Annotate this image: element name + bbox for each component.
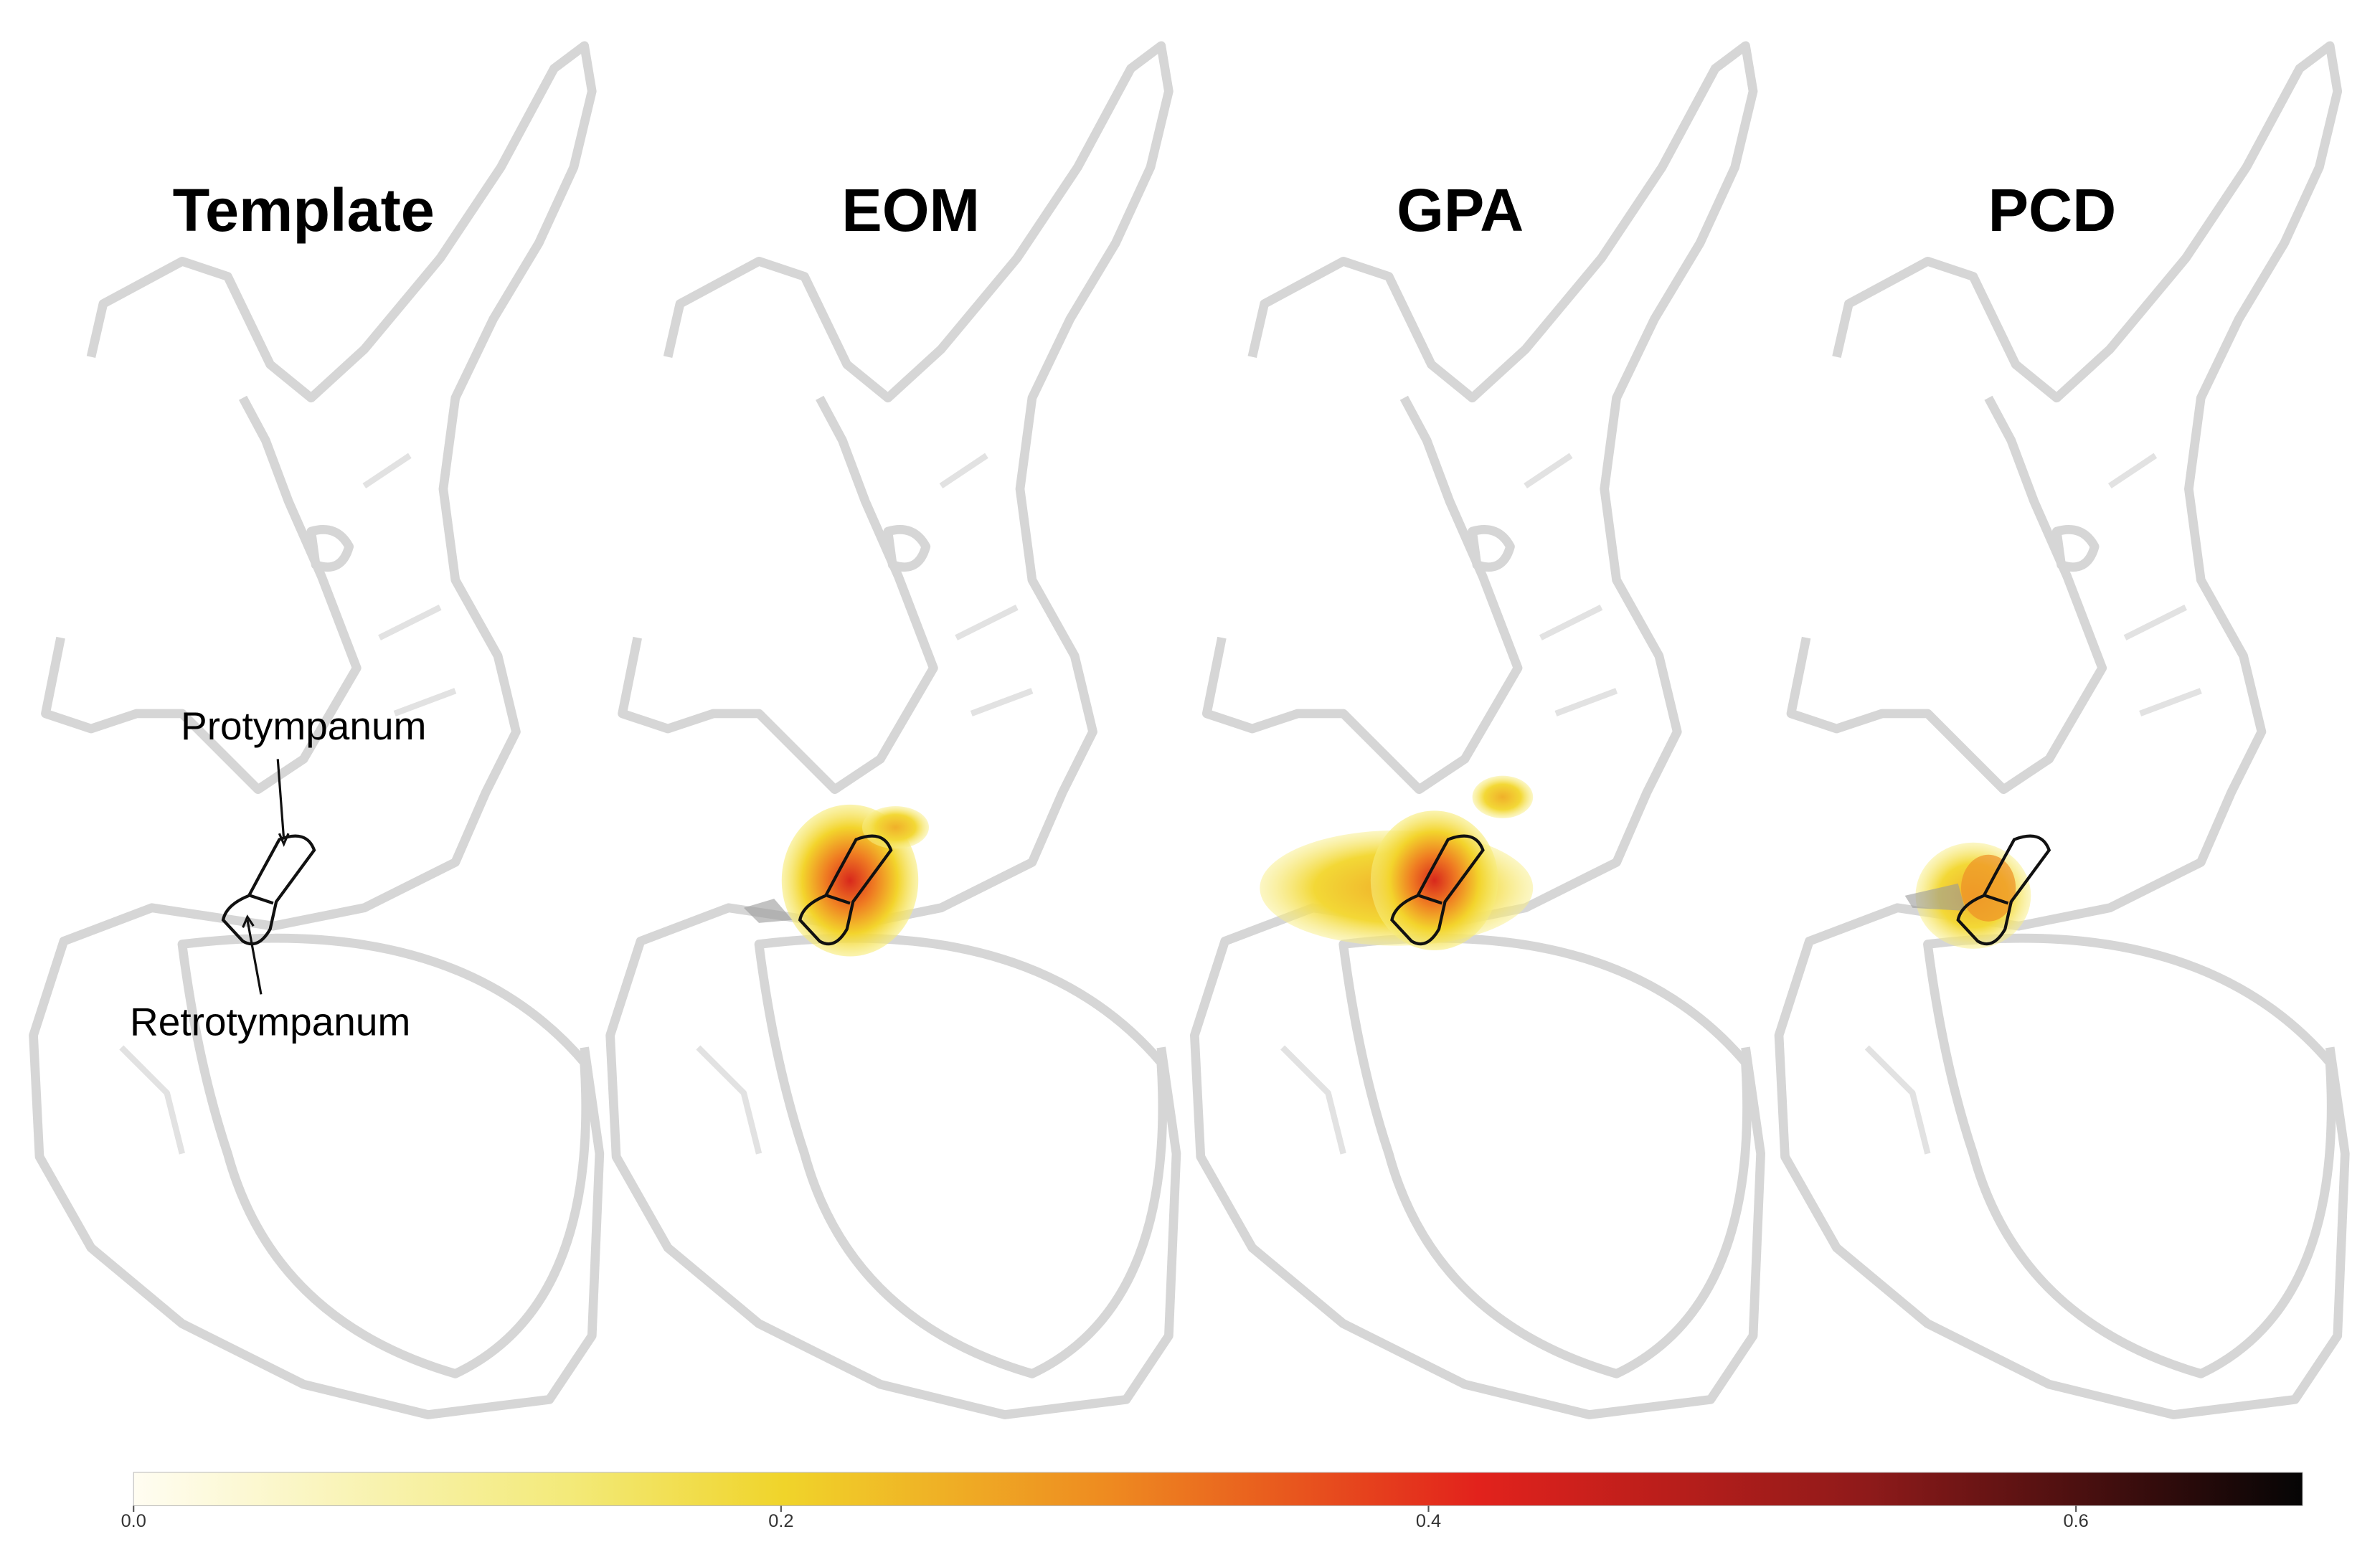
arrow: [276, 759, 285, 840]
annotation: Protympanum: [181, 704, 426, 748]
colorbar-tick-label: 0.0: [121, 1511, 146, 1531]
colorbar: [133, 1472, 2303, 1507]
colorbar-tick-label: 0.6: [2064, 1511, 2089, 1531]
panel-title: Template: [173, 176, 435, 244]
annotation: Retrotympanum: [130, 1000, 410, 1044]
colorbar-tick-label: 0.4: [1416, 1511, 1441, 1531]
panel-title: GPA: [1397, 176, 1524, 244]
colorbar-tick-label: 0.2: [768, 1511, 793, 1531]
arrow: [246, 919, 263, 995]
panel-title: EOM: [841, 176, 980, 244]
heatmap: [743, 775, 2031, 957]
panel-title: PCD: [1988, 176, 2117, 244]
